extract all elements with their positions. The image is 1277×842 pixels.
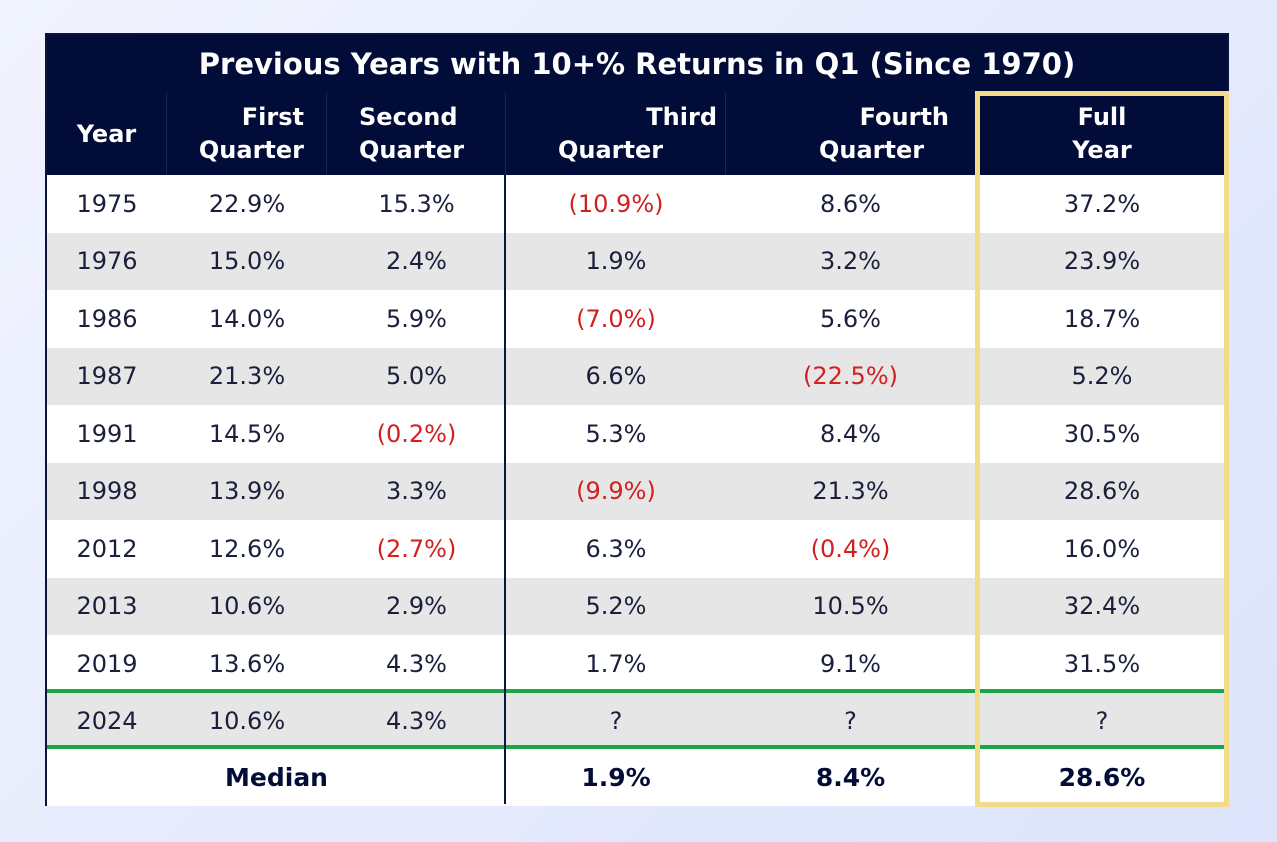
cell-full-year: 16.0% — [1063, 534, 1141, 563]
median-full-year: 28.6% — [1058, 763, 1146, 792]
cell-full-year: 28.6% — [1063, 477, 1141, 506]
cell-third-quarter: 1.7% — [585, 649, 647, 678]
header-first-quarter-line1: First — [241, 103, 304, 131]
cell-year: 1998 — [76, 477, 138, 506]
cell-fourth-quarter: 8.4% — [820, 419, 881, 448]
cell-fourth-quarter: 21.3% — [812, 477, 889, 506]
cell-fourth-quarter: 10.5% — [812, 592, 889, 621]
cell-first-quarter: 14.0% — [208, 304, 286, 333]
table-row: 1986 14.0% 5.9% (7.0%) 5.6% 18.7% — [47, 290, 1227, 348]
header-fourth-quarter-line2: Quarter — [819, 136, 925, 164]
column-separator — [504, 175, 506, 804]
cell-second-quarter: 3.3% — [386, 477, 447, 506]
cell-first-quarter: 15.0% — [208, 247, 286, 276]
cell-year: 1976 — [76, 247, 138, 276]
table-row: 1975 22.9% 15.3% (10.9%) 8.6% 37.2% — [47, 175, 1227, 233]
cell-first-quarter: 22.9% — [208, 189, 286, 218]
table-row: 1998 13.9% 3.3% (9.9%) 21.3% 28.6% — [47, 462, 1227, 520]
cell-third-quarter: 6.3% — [585, 534, 647, 563]
cell-full-year: 5.2% — [1071, 362, 1133, 391]
table-row: 2013 10.6% 2.9% 5.2% 10.5% 32.4% — [47, 577, 1227, 635]
table-row: 1987 21.3% 5.0% 6.6% (22.5%) 5.2% — [47, 347, 1227, 405]
table-row: 1976 15.0% 2.4% 1.9% 3.2% 23.9% — [47, 232, 1227, 290]
header-full-year-line2: Year — [1072, 136, 1132, 164]
cell-second-quarter: 15.3% — [378, 189, 455, 218]
cell-year: 1975 — [76, 189, 138, 218]
median-label: Median — [225, 763, 328, 792]
table-row: 1991 14.5% (0.2%) 5.3% 8.4% 30.5% — [47, 405, 1227, 463]
cell-third-quarter: 1.9% — [585, 247, 647, 276]
header-second-quarter-line1: Second — [359, 103, 458, 131]
cell-full-year: 37.2% — [1063, 189, 1141, 218]
cell-second-quarter: 5.0% — [386, 362, 447, 391]
cell-year: 2013 — [76, 592, 138, 621]
table-row: 2019 13.6% 4.3% 1.7% 9.1% 31.5% — [47, 635, 1227, 693]
header-year-line1: Year — [76, 119, 137, 148]
divider-line-top — [47, 689, 1227, 693]
cell-fourth-quarter: 5.6% — [820, 304, 881, 333]
cell-full-year: 31.5% — [1063, 649, 1141, 678]
cell-third-quarter: 5.3% — [585, 419, 647, 448]
cell-first-quarter: 13.9% — [208, 477, 286, 506]
cell-full-year: 32.4% — [1063, 592, 1141, 621]
cell-year: 2024 — [76, 707, 138, 736]
median-row: Median 1.9% 8.4% 28.6% — [47, 749, 1227, 806]
cell-second-quarter: 2.9% — [386, 592, 447, 621]
cell-second-quarter: 4.3% — [386, 707, 447, 736]
cell-first-quarter: 21.3% — [208, 362, 286, 391]
cell-fourth-quarter: 8.6% — [820, 189, 881, 218]
median-fourth-quarter: 8.4% — [815, 763, 886, 792]
header-third-quarter: Third Quarter — [506, 93, 726, 175]
cell-fourth-quarter: (0.4%) — [810, 534, 891, 563]
cell-year: 1986 — [76, 304, 138, 333]
cell-second-quarter: 2.4% — [386, 247, 447, 276]
cell-year: 1991 — [76, 419, 138, 448]
header-second-quarter-line2: Quarter — [359, 136, 465, 164]
header-row: Year First Quarter Second Quarter Third … — [47, 93, 1227, 175]
header-full-year: Full Year — [975, 93, 1229, 175]
returns-table: Previous Years with 10+% Returns in Q1 (… — [45, 33, 1229, 807]
median-third-quarter: 1.9% — [581, 763, 651, 792]
cell-first-quarter: 10.6% — [208, 592, 286, 621]
cell-fourth-quarter: ? — [844, 707, 857, 736]
header-full-year-line1: Full — [1077, 103, 1127, 131]
cell-third-quarter: 6.6% — [585, 362, 647, 391]
header-first-quarter: First Quarter — [167, 93, 327, 175]
cell-second-quarter: (2.7%) — [376, 534, 457, 563]
header-third-quarter-line1: Third — [646, 103, 717, 131]
cell-third-quarter: 5.2% — [585, 592, 647, 621]
cell-third-quarter: ? — [609, 707, 623, 736]
cell-full-year: 18.7% — [1063, 304, 1141, 333]
cell-full-year: 30.5% — [1063, 419, 1141, 448]
header-fourth-quarter-line1: Fourth — [859, 103, 949, 131]
header-first-quarter-line2: Quarter — [198, 136, 304, 164]
header-fourth-quarter: Fourth Quarter — [726, 93, 975, 175]
cell-full-year: ? — [1095, 707, 1109, 736]
cell-third-quarter: (9.9%) — [576, 477, 656, 506]
header-second-quarter: Second Quarter — [327, 93, 506, 175]
cell-second-quarter: 4.3% — [386, 649, 447, 678]
cell-fourth-quarter: 9.1% — [820, 649, 881, 678]
table-title: Previous Years with 10+% Returns in Q1 (… — [47, 35, 1227, 93]
cell-second-quarter: 5.9% — [386, 304, 447, 333]
cell-third-quarter: (10.9%) — [568, 189, 664, 218]
cell-fourth-quarter: (22.5%) — [803, 362, 898, 391]
cell-full-year: 23.9% — [1063, 247, 1141, 276]
cell-year: 1987 — [76, 362, 138, 391]
cell-first-quarter: 10.6% — [208, 707, 286, 736]
header-year: Year — [47, 93, 167, 175]
table-row: 2024 10.6% 4.3%??? — [47, 692, 1227, 750]
cell-fourth-quarter: 3.2% — [820, 247, 881, 276]
divider-line-bottom — [47, 745, 1227, 749]
cell-first-quarter: 13.6% — [208, 649, 286, 678]
cell-first-quarter: 14.5% — [208, 419, 286, 448]
header-third-quarter-line2: Quarter — [558, 136, 664, 164]
cell-second-quarter: (0.2%) — [376, 419, 457, 448]
cell-year: 2012 — [76, 534, 138, 563]
cell-first-quarter: 12.6% — [208, 534, 286, 563]
table-row: 2012 12.6% (2.7%) 6.3% (0.4%) 16.0% — [47, 520, 1227, 578]
cell-year: 2019 — [76, 649, 138, 678]
cell-third-quarter: (7.0%) — [576, 304, 656, 333]
